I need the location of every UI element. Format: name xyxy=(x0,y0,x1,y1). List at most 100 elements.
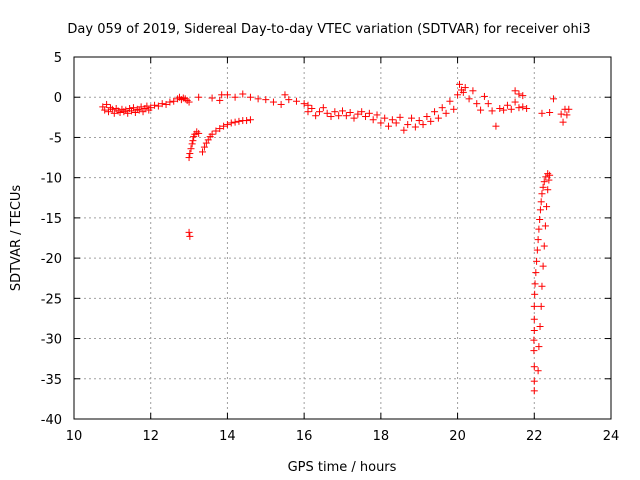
data-point xyxy=(546,109,554,117)
data-point xyxy=(147,104,155,112)
data-point xyxy=(540,242,548,250)
data-point xyxy=(300,100,308,108)
data-point xyxy=(327,113,335,121)
data-point xyxy=(162,100,170,108)
data-point xyxy=(223,121,231,129)
y-tick-label: -25 xyxy=(41,292,62,307)
data-point xyxy=(185,98,193,106)
data-point xyxy=(480,92,488,100)
data-point xyxy=(354,110,362,118)
data-point xyxy=(515,90,523,98)
data-point xyxy=(530,315,538,323)
data-point xyxy=(530,327,538,335)
x-tick-label: 20 xyxy=(449,429,466,444)
data-point xyxy=(396,113,404,121)
data-point xyxy=(188,140,196,148)
data-point xyxy=(129,104,137,112)
data-point xyxy=(400,126,408,134)
data-point xyxy=(542,173,550,181)
data-point xyxy=(531,290,539,298)
data-point xyxy=(185,228,193,236)
data-point xyxy=(559,118,567,126)
data-point xyxy=(434,114,442,122)
data-point xyxy=(544,186,552,194)
data-point xyxy=(186,232,194,240)
data-point xyxy=(523,104,531,112)
data-point xyxy=(220,122,228,130)
data-point xyxy=(530,302,538,310)
data-point xyxy=(404,121,412,129)
data-point xyxy=(423,113,431,121)
data-point xyxy=(507,105,515,113)
data-point xyxy=(459,88,467,96)
data-point xyxy=(519,103,527,111)
data-point xyxy=(108,105,116,113)
data-point xyxy=(208,130,216,138)
data-point xyxy=(358,108,366,116)
data-point xyxy=(535,225,543,233)
data-point xyxy=(477,106,485,114)
x-tick-label: 16 xyxy=(296,429,313,444)
data-point xyxy=(246,93,254,101)
x-tick-label: 24 xyxy=(603,429,620,444)
data-point xyxy=(315,108,323,116)
y-tick-label: 0 xyxy=(54,91,62,106)
data-point xyxy=(143,102,151,110)
data-point xyxy=(450,105,458,113)
data-point xyxy=(223,91,231,99)
data-point xyxy=(446,97,454,105)
data-point xyxy=(538,109,546,117)
data-point xyxy=(365,109,373,117)
data-point xyxy=(269,98,277,106)
data-point xyxy=(246,116,254,124)
data-point xyxy=(362,113,370,121)
data-point xyxy=(431,108,439,116)
data-point xyxy=(411,123,419,131)
data-point xyxy=(331,108,339,116)
data-point xyxy=(124,109,132,117)
x-tick-label: 22 xyxy=(526,429,543,444)
data-point xyxy=(419,121,427,129)
data-point xyxy=(212,127,220,135)
data-point xyxy=(442,109,450,117)
y-tick-label: -40 xyxy=(41,413,62,428)
data-point xyxy=(186,150,194,158)
data-point xyxy=(208,94,216,102)
data-point xyxy=(227,119,235,127)
data-point xyxy=(181,95,189,103)
data-point xyxy=(369,116,377,124)
data-point xyxy=(239,90,247,98)
data-point xyxy=(319,104,327,112)
data-point xyxy=(342,112,350,120)
data-points xyxy=(99,80,573,395)
data-point xyxy=(515,104,523,112)
data-point xyxy=(202,139,210,147)
data-point xyxy=(254,95,262,103)
data-point xyxy=(473,100,481,108)
y-tick-label: -10 xyxy=(41,172,62,187)
data-point xyxy=(557,110,565,118)
data-point xyxy=(151,101,159,109)
data-point xyxy=(563,111,571,119)
data-point xyxy=(532,269,540,277)
data-point xyxy=(530,387,538,395)
y-tick-label: -15 xyxy=(41,212,62,227)
data-point xyxy=(530,336,538,344)
data-point xyxy=(158,100,166,108)
data-point xyxy=(531,280,539,288)
data-point xyxy=(187,145,195,153)
data-point xyxy=(277,100,285,108)
data-point xyxy=(189,137,197,145)
data-point xyxy=(373,111,381,119)
data-point xyxy=(540,178,548,186)
data-point xyxy=(243,117,251,125)
data-point xyxy=(101,106,109,114)
x-tick-label: 14 xyxy=(219,429,236,444)
data-point xyxy=(408,114,416,122)
data-point xyxy=(530,347,538,355)
data-point xyxy=(543,203,551,211)
data-point xyxy=(200,143,208,151)
data-point xyxy=(511,98,519,106)
data-point xyxy=(103,100,111,108)
data-point xyxy=(500,106,508,114)
